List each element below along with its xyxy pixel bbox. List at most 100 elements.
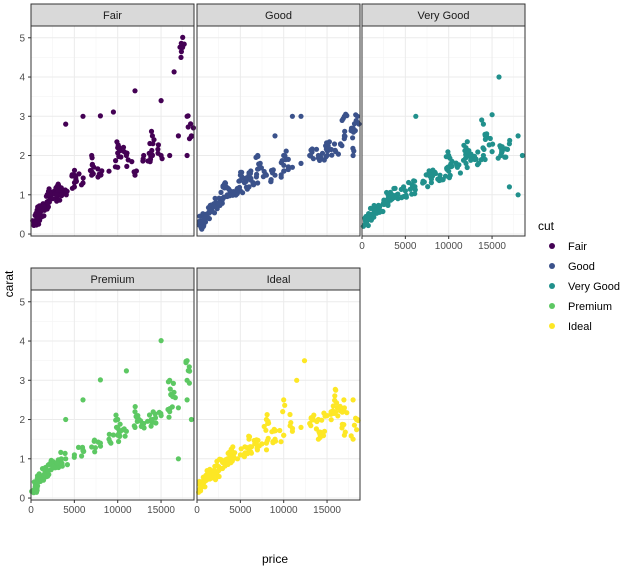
data-point [175, 456, 181, 462]
data-point [285, 156, 291, 162]
data-point [146, 412, 153, 418]
data-point [363, 219, 369, 225]
data-point [321, 428, 328, 434]
data-point [80, 180, 86, 186]
data-point [241, 180, 247, 186]
x-tick-label: 0 [359, 241, 365, 252]
data-point [123, 368, 129, 374]
data-point [220, 196, 226, 202]
facet-panel-ideal: Ideal [196, 267, 361, 501]
data-point [315, 416, 321, 423]
panel-border [196, 25, 361, 237]
data-point [255, 180, 261, 186]
data-point [230, 444, 236, 450]
data-point [344, 410, 350, 416]
data-point [36, 471, 42, 477]
data-point [389, 192, 395, 198]
data-point [341, 405, 347, 411]
data-point [506, 184, 512, 190]
series-fair [30, 34, 196, 228]
data-point [333, 387, 339, 393]
data-point [71, 452, 77, 458]
data-point [354, 427, 360, 433]
data-point [113, 412, 119, 418]
data-point [158, 338, 164, 344]
data-point [80, 113, 86, 119]
data-point [106, 168, 112, 174]
data-point [155, 142, 161, 148]
data-point [437, 172, 443, 178]
data-point [489, 149, 495, 155]
panel-border [30, 289, 195, 501]
data-point [212, 463, 218, 469]
data-point [63, 121, 69, 127]
data-point [248, 177, 254, 183]
data-point [117, 421, 123, 427]
data-point [36, 211, 42, 217]
data-point [58, 449, 64, 455]
data-point [207, 471, 213, 478]
data-point [167, 377, 173, 383]
data-point [330, 403, 336, 409]
y-tick-label: 2 [19, 415, 25, 426]
data-point [446, 175, 452, 181]
data-point [63, 192, 69, 198]
data-point [158, 98, 164, 104]
legend-label: Fair [568, 241, 587, 253]
data-point [38, 207, 45, 214]
data-point [446, 152, 452, 159]
data-point [350, 152, 356, 159]
data-point [263, 172, 269, 178]
data-point [116, 438, 122, 445]
data-point [251, 437, 257, 444]
data-point [203, 475, 209, 481]
data-point [135, 413, 141, 419]
data-point [332, 393, 338, 399]
data-point [277, 427, 283, 434]
data-point [341, 422, 347, 428]
legend: cut Fair Good Very Good Premium Ideal [538, 219, 620, 333]
data-point [97, 172, 103, 178]
data-point [34, 215, 40, 221]
data-point [350, 436, 356, 442]
data-point [246, 184, 252, 190]
data-point [114, 139, 120, 145]
data-point [170, 380, 176, 386]
data-point [158, 413, 164, 419]
data-point [519, 152, 526, 159]
data-point [186, 364, 192, 370]
data-point [113, 158, 119, 164]
data-point [149, 152, 155, 159]
legend-item-good: Good [549, 261, 595, 273]
data-point [503, 154, 509, 160]
series-premium [29, 338, 194, 496]
data-point [224, 192, 230, 198]
data-point [201, 479, 207, 485]
data-point [411, 178, 417, 184]
data-point [58, 185, 64, 191]
data-point [498, 152, 504, 159]
data-point [63, 456, 69, 462]
data-point [80, 175, 86, 181]
legend-label: Ideal [568, 321, 592, 333]
data-point [57, 197, 63, 203]
data-point [54, 192, 60, 198]
x-tick-label: 5000 [394, 241, 417, 252]
legend-key [549, 323, 555, 329]
data-point [167, 409, 173, 415]
data-point [45, 204, 52, 210]
data-point [216, 473, 222, 480]
data-point [115, 145, 121, 151]
data-point [216, 200, 222, 206]
data-point [123, 152, 129, 159]
data-point [287, 423, 293, 429]
data-point [298, 424, 304, 430]
data-point [372, 207, 378, 214]
data-point [337, 403, 343, 409]
data-point [283, 148, 289, 154]
facet-panel-fair: Fair [30, 3, 196, 237]
data-point [278, 174, 284, 180]
data-point [480, 145, 486, 151]
data-point [188, 416, 194, 423]
